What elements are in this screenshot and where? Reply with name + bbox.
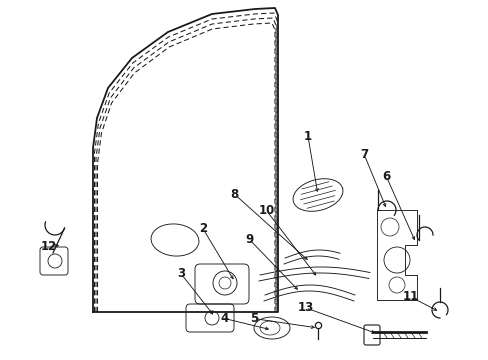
Text: 1: 1 <box>304 130 311 143</box>
Text: 7: 7 <box>360 148 367 161</box>
Text: 12: 12 <box>41 240 57 253</box>
Text: 6: 6 <box>382 170 389 183</box>
Text: 4: 4 <box>221 312 228 325</box>
Text: 10: 10 <box>258 204 274 217</box>
Text: 2: 2 <box>199 222 206 235</box>
Text: 3: 3 <box>177 267 184 280</box>
Text: 13: 13 <box>297 301 313 314</box>
Text: 11: 11 <box>402 291 418 303</box>
Text: 8: 8 <box>230 188 238 201</box>
Text: 9: 9 <box>245 233 253 246</box>
Text: 5: 5 <box>250 312 258 325</box>
